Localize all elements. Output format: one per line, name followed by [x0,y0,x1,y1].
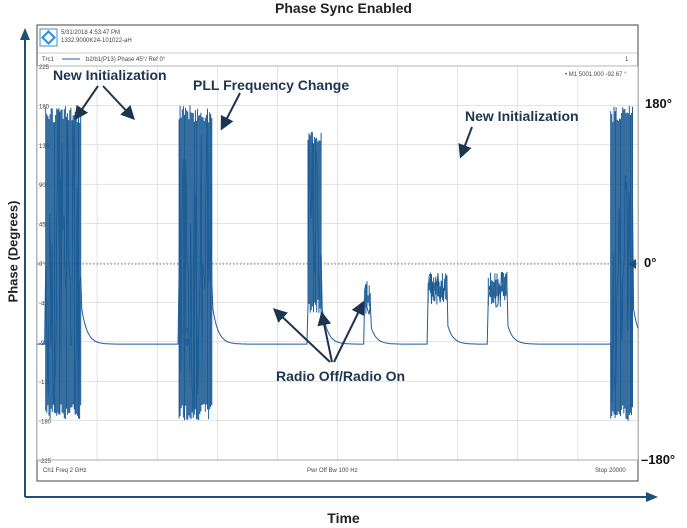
y-tick-label: 45 [39,223,46,229]
chart-title: Phase Sync Enabled [275,0,412,16]
outer-axes [20,28,658,502]
y-tick-label: 0° [39,262,45,268]
y-tick-label: 180 [39,104,50,110]
y-tick-label: 90 [39,183,46,189]
marker-readout: • M1 5001.000 -92.67 ° [565,72,627,78]
phase-trace [37,108,639,419]
power-bandwidth-status: Pwr Off Bw 100 Hz [307,468,358,474]
y-tick-label: -225 [39,459,52,465]
y-tick-label: -45 [39,301,48,307]
annotation-arrows [74,85,473,363]
ref-level-marker-icon [628,259,636,269]
stop-freq-status: Stop 20000 [595,468,626,474]
x-axis-arrow-icon [646,492,658,502]
right-axis-mid-label: 0° [644,255,657,270]
y-tick-label: 225 [39,65,50,71]
marker-m1-icon [183,339,191,346]
annotation-radio-off-on: Radio Off/Radio On [276,368,405,384]
annotation-pll-change: PLL Frequency Change [193,77,349,93]
channel-freq-status: Ch1 Freq 2 GHz [43,468,87,474]
serial-number: 1332.9000K24-101022-aH [61,38,132,44]
instrument-logo-icon [39,28,58,47]
y-axis-label: Phase (Degrees) [5,200,21,303]
annotation-new-init-right: New Initialization [465,108,579,124]
right-axis-top-label: 180° [645,96,672,111]
x-axis-label: Time [327,510,360,526]
y-axis-arrow-icon [20,28,30,40]
timestamp: 5/31/2018 4:53:47 PM [61,30,120,36]
grid-lines [37,66,638,460]
y-tick-label: 135 [39,144,50,150]
annotation-new-init-left: New Initialization [53,67,167,83]
phase-bursts [45,105,633,421]
channel-number: 1 [625,57,629,63]
right-axis-bottom-label: –180° [641,452,676,467]
marker-m1-label: M1 [180,327,194,338]
trace-description: b2/b1(P13) Phase 45°/ Ref 0° [86,57,166,63]
y-tick-label: -180 [39,420,52,426]
trace-label: Trc1 [42,57,54,63]
